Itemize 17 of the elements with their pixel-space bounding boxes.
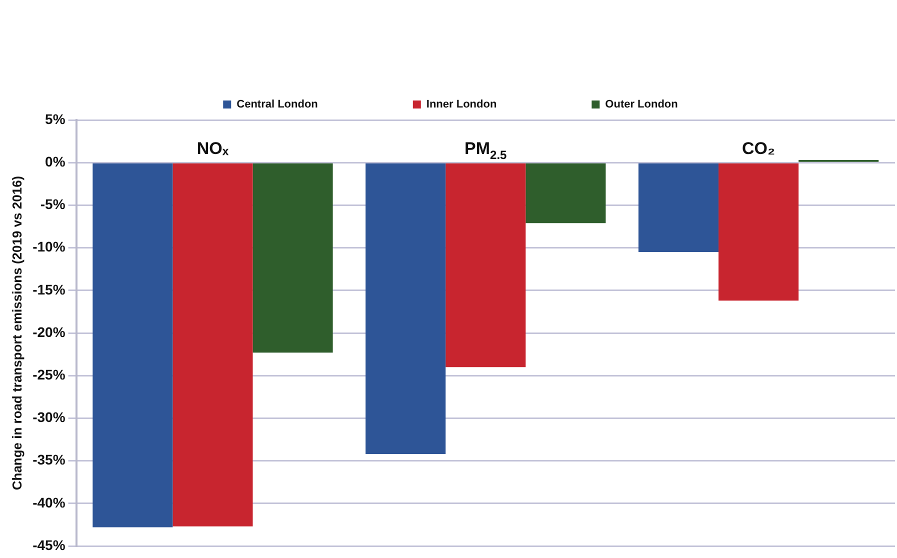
- y-tick-label: 5%: [45, 110, 66, 127]
- y-tick-label: -30%: [32, 409, 66, 426]
- y-tick-label: -45%: [32, 536, 66, 553]
- y-tick-label: 0%: [45, 153, 66, 170]
- y-tick-label: -40%: [32, 494, 66, 510]
- x-tick-label: CO₂: [742, 139, 776, 158]
- y-tick-label: -35%: [32, 452, 66, 468]
- y-tick-label: -10%: [32, 238, 66, 255]
- legend-label: Inner London: [426, 98, 497, 111]
- legend-label: Outer London: [605, 98, 678, 111]
- y-tick-label: -25%: [32, 366, 66, 382]
- y-axis-title: Change in road transport emissions (2019 vs 2016): [9, 176, 24, 490]
- y-tick-label: -5%: [40, 196, 66, 212]
- y-tick-label: -20%: [32, 324, 66, 340]
- x-tick-label: NOₓ: [196, 139, 230, 158]
- y-tick-label: -15%: [32, 281, 66, 298]
- legend-label: Central London: [236, 98, 318, 111]
